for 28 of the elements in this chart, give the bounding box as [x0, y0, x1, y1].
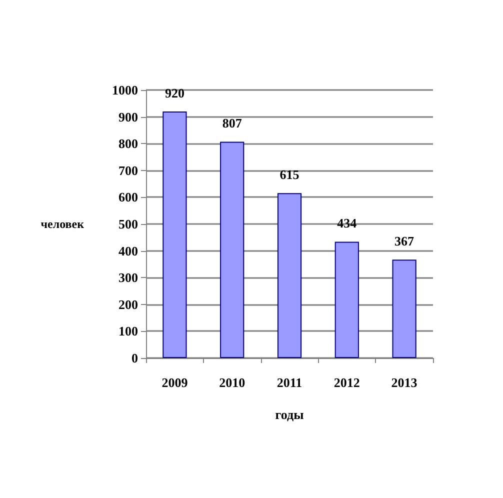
- x-tick-label: 2010: [219, 375, 246, 390]
- y-tick-label: 400: [118, 243, 138, 258]
- bar: [392, 260, 416, 358]
- data-label: 807: [222, 116, 242, 131]
- data-label: 920: [164, 85, 184, 100]
- data-label: 615: [280, 167, 300, 182]
- y-tick-label: 1000: [112, 82, 138, 98]
- bar: [334, 242, 359, 358]
- x-tick-label: 2012: [334, 375, 360, 390]
- y-tick-label: 800: [118, 136, 138, 152]
- y-tick-label: 100: [118, 324, 138, 339]
- bar: [277, 193, 302, 358]
- data-label: 434: [337, 216, 358, 231]
- y-tick-label: 900: [118, 109, 138, 124]
- y-tick-label: 0: [132, 350, 138, 366]
- y-tick-label: 600: [118, 190, 138, 205]
- y-tick-label: 300: [118, 270, 138, 286]
- y-axis-title: человек: [40, 217, 84, 231]
- bar: [220, 142, 244, 358]
- x-tick-label: 2009: [162, 375, 188, 390]
- x-tick-label: 2013: [391, 375, 418, 390]
- y-tick-label: 700: [118, 162, 138, 178]
- y-tick-label: 200: [118, 296, 138, 312]
- data-label: 367: [394, 234, 415, 249]
- x-axis-title: годы: [275, 407, 304, 422]
- bar: [162, 111, 187, 358]
- x-tick-label: 2011: [276, 375, 302, 390]
- y-tick-label: 500: [118, 216, 138, 232]
